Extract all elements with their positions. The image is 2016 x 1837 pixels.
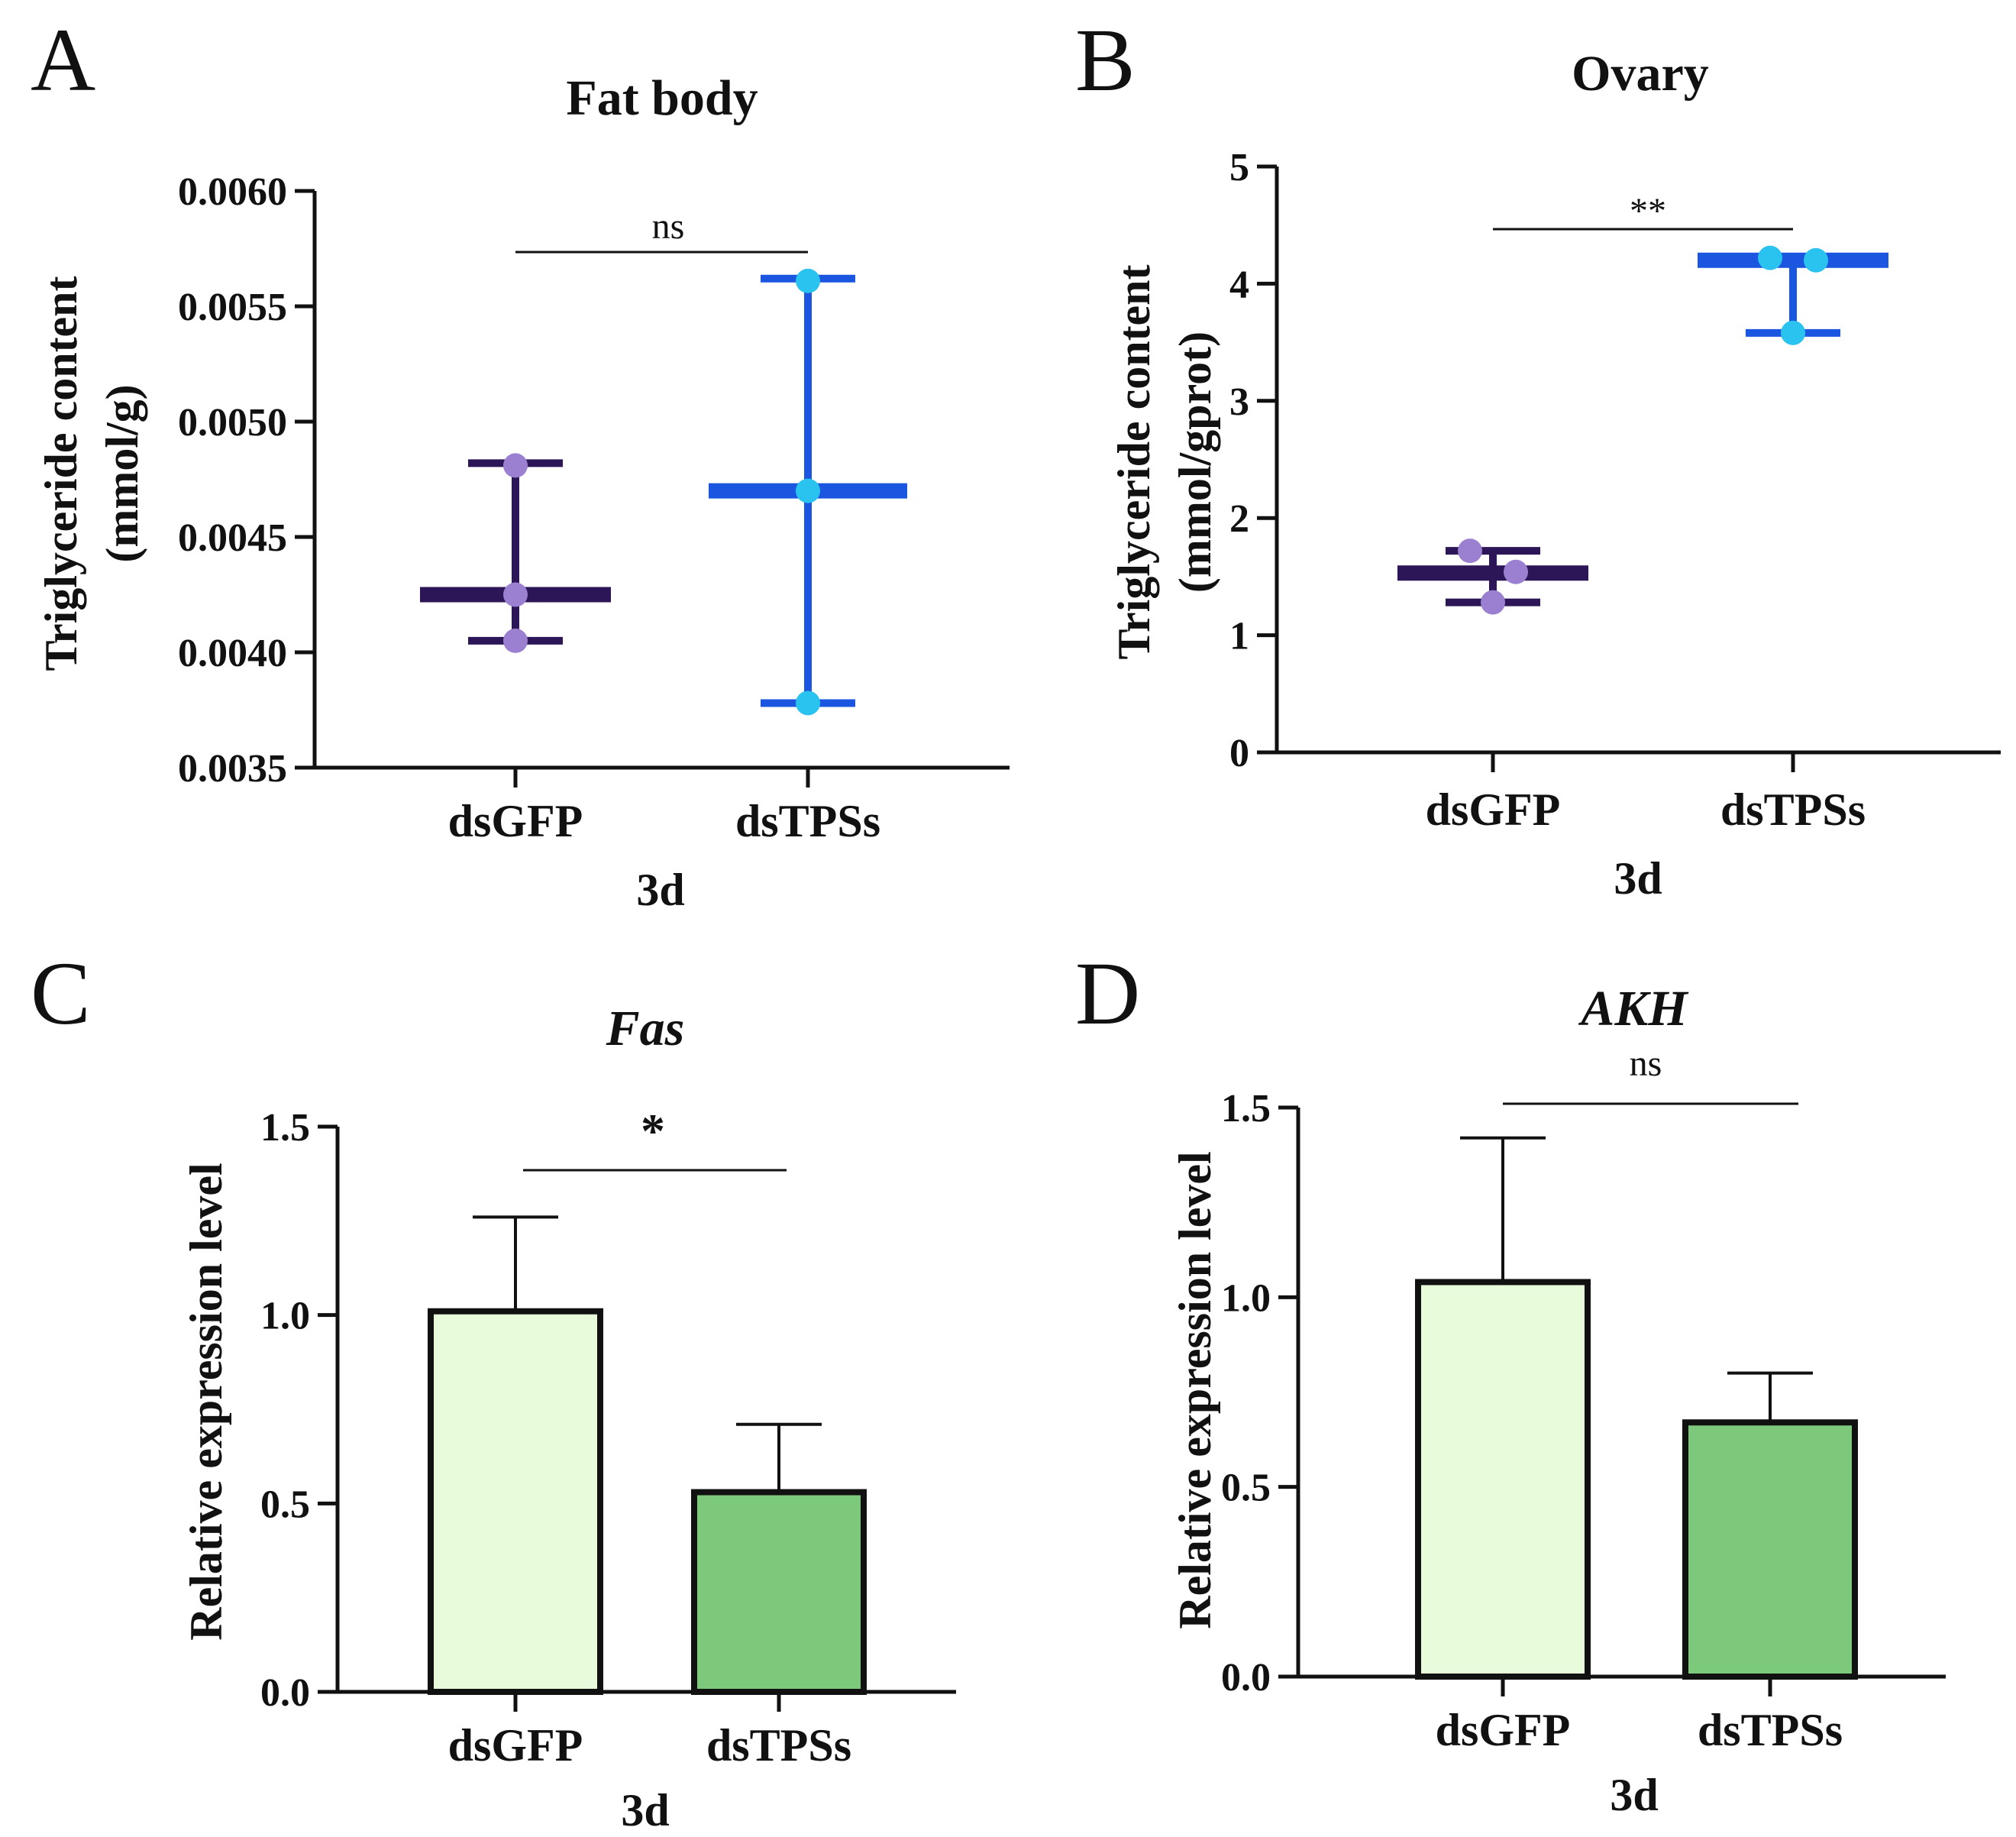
y-tick-label-a: 0.0055 xyxy=(178,286,287,329)
chart-title-a: Fat body xyxy=(566,70,758,126)
y-tick-label-a: 0.0060 xyxy=(178,170,287,214)
plot-area-c: 0.0 0.5 1.0 1.5 dsGFP dsTPSs xyxy=(260,1106,956,1771)
x-axis-label-d: 3d xyxy=(1610,1770,1658,1820)
y-tick-label-a: 0.0045 xyxy=(178,516,287,560)
plot-area-a: 0.0035 0.0040 0.0045 0.0050 0.0055 0.0060 dsGF… xyxy=(178,170,1010,846)
chart-title-b: Ovary xyxy=(1572,46,1709,102)
y-axis-label-a-line2: (mmol/g) xyxy=(97,384,147,562)
x-tick-label-b: dsGFP xyxy=(1426,784,1561,835)
data-point-a-1 xyxy=(796,478,820,503)
data-point-a-1 xyxy=(796,690,820,716)
significance-label-a: ns xyxy=(652,206,685,247)
y-tick-label-b: 2 xyxy=(1229,497,1249,541)
y-tick-label-d: 0.5 xyxy=(1221,1467,1271,1510)
x-tick-label-a: dsGFP xyxy=(448,796,583,846)
significance-label-d: ns xyxy=(1630,1043,1662,1084)
panel-a: A Fat body Triglyceride content (mmol/g)… xyxy=(31,10,1010,915)
panel-c: C Fas Relative expression level 3d * 0.0… xyxy=(31,943,956,1835)
plot-area-b: 0 1 2 3 4 5 dsGFP dsTPSs xyxy=(1229,146,2001,835)
y-tick-label-a: 0.0040 xyxy=(178,632,287,675)
significance-label-c: * xyxy=(641,1104,665,1158)
y-tick-label-b: 5 xyxy=(1229,146,1249,189)
chart-title-d: AKH xyxy=(1578,981,1689,1037)
y-tick-label-b: 3 xyxy=(1229,380,1249,424)
y-tick-label-c: 0.5 xyxy=(260,1483,310,1526)
y-axis-label-c: Relative expression level xyxy=(181,1163,231,1640)
x-tick-label-b: dsTPSs xyxy=(1720,784,1866,835)
y-tick-label-b: 1 xyxy=(1229,615,1249,658)
data-point-a-1 xyxy=(796,268,820,293)
data-point-a-0 xyxy=(503,582,528,607)
data-point-b-0 xyxy=(1481,590,1505,615)
y-tick-label-c: 1.5 xyxy=(260,1106,310,1150)
panel-d: D AKH Relative expression level 3d ns 0.… xyxy=(1075,943,1946,1820)
bar-c-1 xyxy=(691,1489,867,1695)
chart-title-c: Fas xyxy=(606,1001,685,1056)
y-tick-label-d: 0.0 xyxy=(1221,1656,1271,1700)
panel-letter-b: B xyxy=(1075,10,1136,110)
panel-letter-c: C xyxy=(31,943,91,1043)
x-tick-label-a: dsTPSs xyxy=(735,796,880,846)
y-tick-label-c: 1.0 xyxy=(260,1295,310,1338)
y-tick-label-b: 0 xyxy=(1229,732,1249,775)
y-axis-label-b-line2: (mmol/gprot) xyxy=(1170,332,1220,593)
y-tick-label-b: 4 xyxy=(1229,263,1249,306)
x-tick-label-d: dsGFP xyxy=(1436,1705,1571,1755)
y-axis-label-a-line1: Triglyceride content xyxy=(36,276,86,671)
panel-b: B Ovary Triglyceride content (mmol/gprot… xyxy=(1075,10,2001,904)
bar-c-0 xyxy=(428,1308,603,1695)
y-tick-label-a: 0.0035 xyxy=(178,747,287,791)
panel-letter-a: A xyxy=(31,10,95,110)
x-tick-label-c: dsGFP xyxy=(448,1720,583,1771)
data-point-b-1 xyxy=(1758,245,1782,270)
data-point-a-0 xyxy=(503,628,528,653)
x-axis-label-b: 3d xyxy=(1614,853,1662,904)
y-tick-label-a: 0.0050 xyxy=(178,401,287,445)
y-tick-label-d: 1.5 xyxy=(1221,1087,1271,1130)
x-axis-label-c: 3d xyxy=(621,1785,669,1835)
y-axis-label-b-line1: Triglyceride content xyxy=(1109,264,1159,659)
data-point-b-0 xyxy=(1458,538,1482,564)
data-point-b-1 xyxy=(1781,320,1805,345)
y-axis-label-d: Relative expression level xyxy=(1170,1151,1220,1628)
x-tick-label-c: dsTPSs xyxy=(706,1720,851,1771)
x-axis-label-a: 3d xyxy=(636,865,684,915)
plot-area-d: 0.0 0.5 1.0 1.5 dsGFP dsTPSs xyxy=(1221,1087,1946,1755)
bar-d-1 xyxy=(1682,1419,1858,1680)
panel-letter-d: D xyxy=(1075,943,1140,1043)
y-tick-label-c: 0.0 xyxy=(260,1671,310,1715)
y-tick-label-d: 1.0 xyxy=(1221,1276,1271,1320)
data-point-a-0 xyxy=(503,453,528,478)
data-point-b-1 xyxy=(1804,247,1828,273)
data-point-b-0 xyxy=(1504,559,1528,584)
x-tick-label-d: dsTPSs xyxy=(1698,1705,1843,1755)
bar-d-0 xyxy=(1415,1279,1591,1680)
significance-label-b: ** xyxy=(1630,191,1666,231)
